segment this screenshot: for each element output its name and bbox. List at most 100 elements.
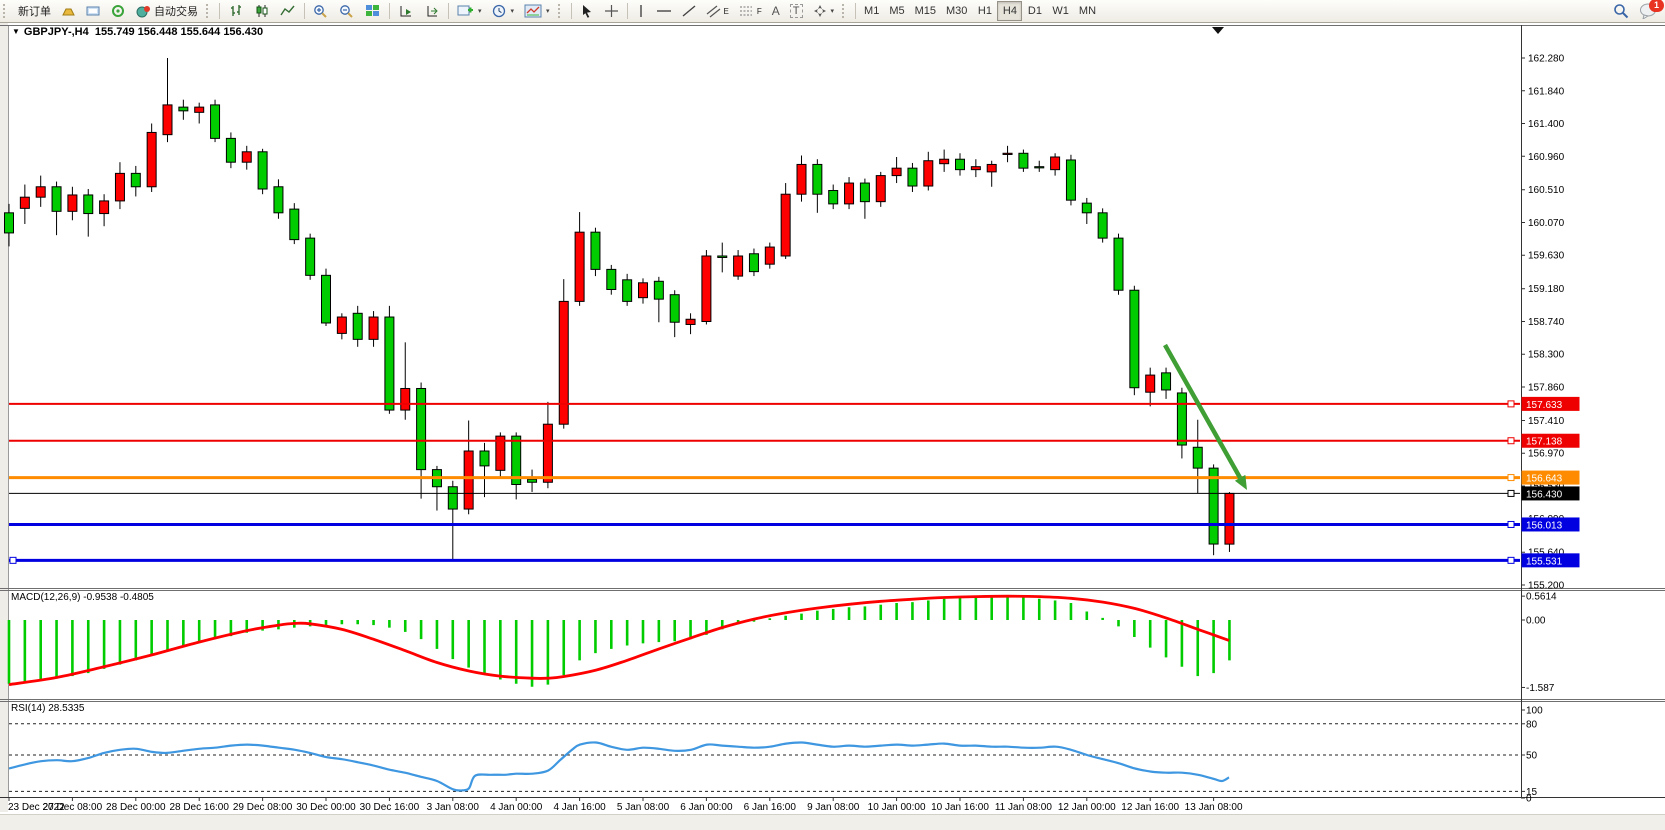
candlestick-mode-button[interactable] [249, 1, 275, 21]
candle-up [923, 160, 934, 187]
notifications-button[interactable]: 1 [1639, 0, 1664, 19]
level-lines[interactable] [9, 400, 1520, 564]
timeframe-m5[interactable]: M5 [884, 1, 909, 21]
rsi-pane [8, 723, 1520, 792]
timeframe-h4[interactable]: H4 [997, 1, 1023, 21]
candle-down [305, 237, 316, 276]
trendline-tool-button[interactable] [677, 1, 701, 21]
line-chart-icon [280, 5, 295, 16]
horizontal-line-icon [656, 10, 671, 12]
auto-trading-label: 自动交易 [154, 6, 198, 18]
candle-down [1018, 152, 1029, 169]
candle-down [1097, 212, 1108, 239]
bar-chart-icon [231, 5, 241, 16]
search-icon[interactable] [1613, 3, 1629, 19]
arrow-shaft[interactable] [1163, 343, 1243, 479]
new-order-button[interactable]: 新订单 [13, 1, 56, 21]
level-line-handle [1507, 520, 1515, 528]
rsi-line [8, 741, 1230, 792]
text-tool-button[interactable]: A [767, 1, 785, 21]
crosshair-tool-button[interactable] [599, 1, 624, 21]
rsi-tick-label: 50 [1526, 751, 1538, 762]
candle-down [859, 182, 870, 203]
timeframe-d1[interactable]: D1 [1022, 1, 1047, 21]
arrows-icon [813, 5, 826, 17]
auto-trading-button[interactable]: 自动交易 [131, 1, 203, 21]
time-tick-label: 11 Jan 08:00 [995, 802, 1053, 813]
time-tick-label: 13 Jan 08:00 [1185, 802, 1243, 813]
candle-down [511, 435, 522, 485]
arrow-head[interactable] [1234, 474, 1247, 490]
time-tick-label: 12 Jan 00:00 [1058, 802, 1116, 813]
price-tick-label: 157.860 [1528, 382, 1565, 393]
channel-tool-button[interactable]: E [701, 1, 734, 21]
time-tick-label: 10 Jan 16:00 [931, 802, 989, 813]
time-tick-label: 5 Jan 08:00 [617, 802, 670, 813]
candle-down [812, 163, 823, 195]
candle-up [796, 163, 807, 195]
new-chart-button[interactable]: ▾ [452, 1, 487, 21]
toolbar-grip[interactable] [3, 4, 10, 18]
timeframe-h1[interactable]: H1 [972, 1, 997, 21]
period-button[interactable]: ▾ [487, 1, 520, 21]
fibonacci-tool-button[interactable]: F [734, 1, 767, 21]
chart-frame [0, 22, 1665, 812]
text-label-tool-icon: T [789, 4, 803, 18]
arrows-caret: ▾ [830, 8, 835, 15]
arrows-tool-button[interactable]: ▾ [808, 1, 840, 21]
candle-up [67, 194, 78, 212]
candle-down [321, 274, 331, 324]
macd-tick-label: 0.00 [1526, 616, 1546, 627]
signal-icon [112, 4, 124, 17]
level-line-handle [1507, 489, 1515, 497]
rsi-tick-label: 100 [1526, 706, 1543, 717]
template-button[interactable]: ▾ [519, 1, 555, 21]
cursor-tool-button[interactable] [575, 1, 599, 21]
auto-scroll-button[interactable] [393, 1, 419, 21]
timeframe-m15[interactable]: M15 [910, 1, 941, 21]
timeframe-w1[interactable]: W1 [1047, 1, 1074, 21]
chart-ohlc-values: 155.749 156.448 155.644 156.430 [94, 26, 264, 38]
horizontal-line-tool-button[interactable] [651, 1, 677, 21]
terminal-button[interactable] [81, 1, 106, 21]
time-tick-label: 27 Dec 08:00 [43, 802, 103, 813]
chart-title: ▼ GBPJPY-,H4 155.749 156.448 155.644 156.… [12, 26, 263, 38]
time-tick-label: 3 Jan 08:00 [427, 802, 480, 813]
macd-tick-label: 0.5614 [1526, 592, 1557, 603]
candle-up [463, 450, 474, 510]
chart-collapse-icon[interactable]: ▼ [12, 27, 20, 36]
timeframe-group: M1 M5 M15 M30 H1 H4 D1 W1 MN [859, 1, 1101, 21]
candle-down [622, 279, 633, 302]
timeframe-m1[interactable]: M1 [859, 1, 884, 21]
zoom-in-button[interactable] [308, 1, 334, 21]
candle-down [178, 106, 189, 112]
zoom-out-button[interactable] [334, 1, 360, 21]
line-chart-mode-button[interactable] [275, 1, 301, 21]
candle-down [447, 486, 458, 510]
timeframe-m30[interactable]: M30 [941, 1, 972, 21]
tile-windows-button[interactable] [360, 1, 386, 21]
level-line-handle [1507, 437, 1515, 445]
bar-chart-mode-button[interactable] [223, 1, 249, 21]
candle-down [669, 294, 680, 323]
period-caret: ▾ [510, 8, 515, 15]
text-label-tool-button[interactable]: T [785, 1, 808, 21]
candle-up [891, 167, 902, 177]
signal-button[interactable] [106, 1, 131, 21]
price-tick-label: 156.970 [1528, 449, 1565, 460]
clock-icon [492, 4, 505, 18]
price-badge-label: 155.531 [1526, 556, 1563, 567]
price-tick-label: 160.070 [1528, 218, 1565, 229]
chart-shift-button[interactable] [419, 1, 445, 21]
market-watch-button[interactable] [56, 1, 81, 21]
candle-down [1161, 372, 1172, 391]
vertical-line-tool-button[interactable] [631, 1, 651, 21]
level-line-handle [1507, 556, 1515, 564]
candles-layer [4, 58, 1235, 561]
trend-arrow[interactable] [1163, 343, 1247, 490]
price-axis[interactable]: 162.280 161.840 161.400 160.960 160.510 160.0… [1521, 54, 1580, 805]
candle-down [590, 231, 601, 270]
timeframe-mn[interactable]: MN [1074, 1, 1101, 21]
